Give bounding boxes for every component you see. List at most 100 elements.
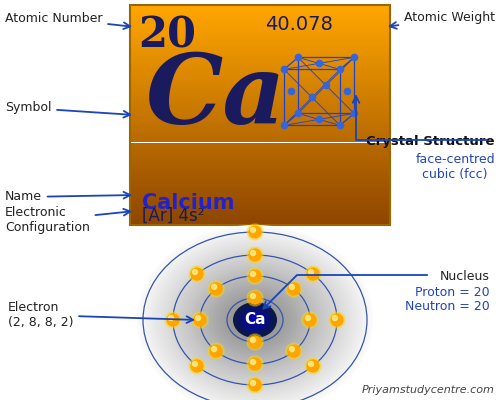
Bar: [130, 221, 390, 223]
Bar: [130, 113, 390, 115]
Bar: [130, 210, 390, 212]
Ellipse shape: [246, 312, 264, 328]
Bar: [130, 5, 390, 225]
Circle shape: [249, 358, 261, 370]
Bar: [130, 164, 390, 166]
Bar: [130, 163, 390, 164]
Bar: [130, 12, 390, 14]
Bar: [130, 58, 390, 60]
Circle shape: [247, 334, 263, 350]
Bar: [130, 32, 390, 34]
Bar: [130, 152, 390, 154]
Circle shape: [332, 316, 338, 320]
Text: Crystal Structure: Crystal Structure: [366, 135, 495, 148]
Text: Atomic Weight: Atomic Weight: [390, 12, 495, 29]
Bar: [130, 150, 390, 152]
Bar: [130, 170, 390, 172]
Bar: [130, 168, 390, 170]
Bar: [130, 124, 390, 126]
Bar: [130, 205, 390, 207]
Bar: [130, 102, 390, 104]
Circle shape: [196, 316, 200, 320]
Circle shape: [250, 338, 256, 342]
Ellipse shape: [182, 262, 328, 378]
Bar: [130, 144, 390, 146]
Bar: [130, 45, 390, 47]
Bar: [130, 23, 390, 25]
Bar: [130, 89, 390, 91]
Ellipse shape: [222, 293, 288, 347]
Bar: [130, 122, 390, 124]
Ellipse shape: [237, 305, 273, 335]
Bar: [130, 137, 390, 139]
Ellipse shape: [243, 310, 267, 330]
Ellipse shape: [146, 232, 364, 400]
Bar: [130, 133, 390, 135]
Circle shape: [250, 380, 256, 386]
Circle shape: [212, 347, 216, 352]
Bar: [130, 104, 390, 106]
Circle shape: [290, 347, 294, 352]
Bar: [130, 62, 390, 64]
Ellipse shape: [250, 316, 260, 324]
Ellipse shape: [224, 296, 286, 344]
Ellipse shape: [246, 313, 264, 327]
Bar: [130, 53, 390, 54]
Text: Name: Name: [5, 190, 130, 204]
Bar: [130, 49, 390, 51]
Ellipse shape: [238, 306, 272, 334]
Text: Ca: Ca: [244, 312, 266, 328]
Circle shape: [247, 268, 263, 284]
Bar: [130, 201, 390, 203]
Bar: [130, 51, 390, 53]
Text: Proton = 20: Proton = 20: [416, 286, 490, 299]
Bar: [130, 132, 390, 133]
Ellipse shape: [152, 237, 358, 400]
Bar: [130, 36, 390, 38]
Bar: [130, 174, 390, 176]
Bar: [130, 216, 390, 218]
Bar: [130, 155, 390, 157]
Circle shape: [191, 268, 203, 280]
Ellipse shape: [254, 319, 256, 321]
Bar: [130, 10, 390, 12]
Circle shape: [304, 314, 316, 326]
Ellipse shape: [164, 247, 346, 393]
Bar: [130, 218, 390, 220]
Circle shape: [210, 345, 222, 357]
Ellipse shape: [236, 304, 274, 336]
Circle shape: [250, 360, 256, 364]
Bar: [130, 148, 390, 150]
Bar: [130, 146, 390, 148]
Bar: [130, 199, 390, 201]
Text: Calcium: Calcium: [142, 193, 234, 213]
Text: Ca: Ca: [145, 50, 286, 144]
Bar: [130, 154, 390, 155]
Ellipse shape: [174, 254, 336, 386]
Bar: [130, 60, 390, 62]
Bar: [130, 97, 390, 98]
Ellipse shape: [168, 249, 342, 391]
Bar: [130, 194, 390, 196]
Bar: [130, 192, 390, 194]
Ellipse shape: [228, 298, 282, 342]
Circle shape: [210, 283, 222, 295]
Bar: [130, 40, 390, 42]
Bar: [130, 71, 390, 73]
Circle shape: [249, 226, 261, 238]
Circle shape: [329, 312, 345, 328]
Ellipse shape: [241, 308, 269, 332]
Bar: [130, 186, 390, 188]
Ellipse shape: [240, 308, 270, 332]
Bar: [130, 80, 390, 82]
Bar: [130, 22, 390, 23]
Circle shape: [167, 314, 179, 326]
Circle shape: [305, 266, 321, 282]
Bar: [130, 223, 390, 225]
Ellipse shape: [244, 311, 266, 329]
Circle shape: [249, 292, 261, 304]
Circle shape: [286, 343, 302, 359]
Circle shape: [189, 358, 205, 374]
Text: Electronic
Configuration: Electronic Configuration: [5, 206, 130, 234]
Bar: [130, 108, 390, 110]
